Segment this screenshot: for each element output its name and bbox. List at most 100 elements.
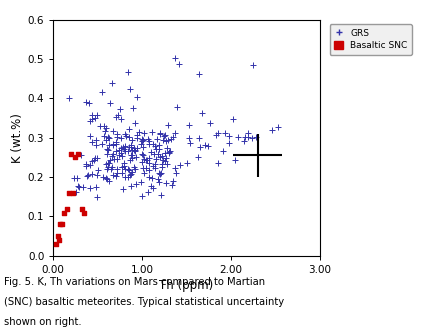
Point	[163, 145, 170, 151]
Point	[232, 158, 239, 163]
Point	[149, 175, 156, 181]
Point	[115, 113, 122, 118]
Point	[146, 141, 153, 147]
Point	[119, 187, 127, 192]
Point	[143, 157, 150, 162]
Point	[159, 154, 166, 159]
Point	[127, 183, 135, 188]
Point	[106, 158, 113, 163]
Point	[163, 138, 170, 144]
Point	[249, 135, 256, 141]
Point	[113, 166, 120, 171]
Point	[72, 155, 79, 160]
Point	[85, 100, 92, 106]
Point	[134, 135, 141, 140]
Point	[148, 129, 155, 134]
Point	[131, 147, 138, 153]
Point	[67, 151, 75, 156]
Point	[114, 132, 121, 137]
Point	[172, 171, 179, 176]
Point	[103, 176, 111, 181]
Point	[94, 113, 101, 118]
Point	[174, 105, 181, 110]
Point	[156, 171, 163, 176]
Point	[171, 130, 178, 135]
Point	[221, 131, 228, 136]
Point	[169, 134, 176, 140]
Point	[165, 149, 172, 154]
Point	[100, 123, 107, 128]
Point	[144, 158, 151, 163]
Point	[110, 172, 117, 177]
Point	[151, 151, 158, 156]
Point	[56, 237, 63, 243]
Point	[142, 165, 149, 171]
Point	[139, 152, 147, 157]
Point	[84, 173, 91, 178]
Point	[121, 167, 128, 172]
Text: shown on right.: shown on right.	[4, 317, 82, 326]
Point	[149, 163, 156, 168]
Point	[151, 162, 159, 167]
Point	[156, 170, 163, 175]
Point	[145, 160, 152, 165]
Point	[138, 179, 145, 185]
Point	[132, 154, 139, 160]
Point	[128, 147, 135, 153]
Point	[82, 162, 89, 167]
Point	[88, 116, 95, 122]
Point	[159, 162, 166, 167]
Point	[119, 165, 126, 170]
Point	[250, 63, 257, 68]
Point	[127, 87, 134, 92]
Point	[72, 189, 79, 194]
Point	[92, 138, 99, 143]
Point	[132, 166, 139, 172]
Point	[128, 142, 135, 147]
Point	[126, 127, 133, 132]
Point	[147, 184, 155, 189]
Point	[269, 127, 276, 132]
Point	[109, 152, 116, 157]
Point	[274, 124, 281, 129]
Y-axis label: K (wt.%): K (wt.%)	[11, 113, 24, 163]
Point	[93, 172, 100, 177]
Point	[129, 137, 136, 143]
Point	[133, 146, 140, 151]
Point	[103, 167, 111, 172]
Point	[66, 190, 73, 195]
Point	[103, 137, 110, 143]
Point	[70, 175, 77, 180]
Point	[185, 123, 192, 128]
Point	[126, 135, 133, 140]
Point	[88, 113, 95, 118]
Point	[114, 156, 121, 161]
Point	[168, 136, 175, 141]
Point	[103, 125, 110, 130]
Point	[121, 148, 128, 153]
Point	[195, 72, 202, 77]
Point	[127, 152, 135, 157]
Point	[118, 153, 125, 158]
Point	[105, 148, 112, 153]
Point	[122, 131, 129, 136]
Point	[112, 114, 119, 120]
Point	[108, 164, 115, 170]
Point	[201, 142, 208, 147]
Point	[75, 151, 82, 156]
Point	[95, 167, 102, 172]
Point	[128, 155, 135, 160]
Point	[92, 142, 99, 148]
Point	[110, 142, 117, 147]
Point	[140, 131, 147, 136]
Point	[196, 145, 203, 150]
Point	[89, 139, 96, 144]
Point	[125, 70, 132, 75]
Point	[89, 158, 96, 163]
Point	[245, 135, 252, 140]
Point	[155, 176, 162, 181]
Point	[127, 172, 134, 177]
Point	[94, 155, 101, 160]
Point	[86, 119, 93, 124]
Point	[175, 61, 182, 67]
